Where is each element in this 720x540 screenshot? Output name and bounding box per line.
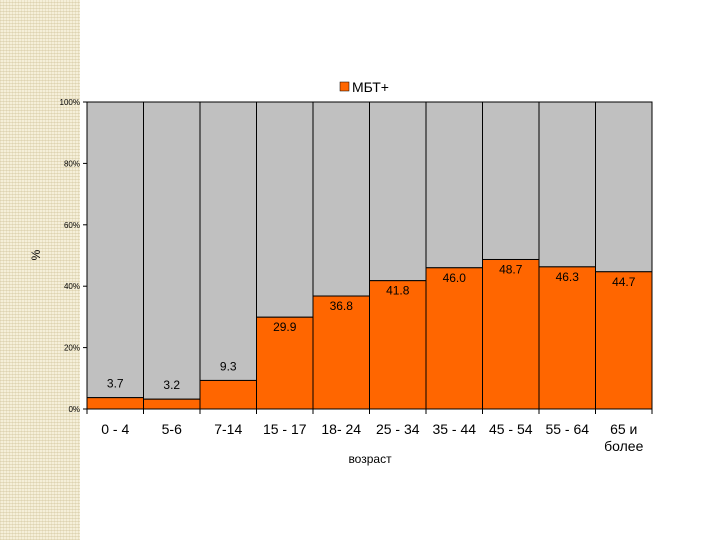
data-label: 3.7 [107,377,124,391]
data-label: 44.7 [612,275,636,289]
data-label: 48.7 [499,262,523,276]
x-axis-label: возраст [348,452,392,466]
x-tick-label: 35 - 44 [432,421,476,437]
bar-remainder [482,101,540,260]
bar-mbt [538,266,596,410]
data-label: 46.0 [443,271,467,285]
bar-remainder [86,101,144,399]
y-tick-label: 100% [60,98,80,107]
bar-mbt [482,258,540,410]
bar-mbt [369,280,427,410]
y-tick-label: 20% [64,344,80,353]
y-tick-label: 80% [64,159,80,168]
y-axis-label: % [29,249,43,260]
bar-remainder [425,101,483,269]
legend-label-mbt: МБТ+ [352,79,389,95]
bar-remainder [199,101,257,381]
bar-mbt [199,379,257,410]
data-label: 36.8 [330,299,354,313]
data-label: 46.3 [556,270,580,284]
bar-remainder [595,101,653,273]
x-tick-label: 45 - 54 [489,421,533,437]
data-label: 3.2 [163,378,180,392]
x-tick-label: 15 - 17 [263,421,307,437]
x-tick-label: 18- 24 [321,421,361,437]
bar-remainder [538,101,596,268]
bar-mbt [595,271,653,410]
x-tick-label: 7-14 [214,421,242,437]
data-label: 41.8 [386,284,410,298]
data-label: 9.3 [220,359,237,373]
data-label: 29.9 [273,320,297,334]
bar-remainder [256,101,314,318]
bar-remainder [143,101,201,400]
y-tick-label: 60% [64,221,80,230]
y-tick-label: 40% [64,282,80,291]
x-tick-label: 25 - 34 [376,421,420,437]
bar-mbt [143,398,201,410]
x-tick-label: 55 - 64 [545,421,589,437]
bar-mbt [86,397,144,410]
x-tick-label: 65 и более [604,421,643,454]
bar-remainder [369,101,427,282]
bar-remainder [312,101,370,297]
legend-swatch-mbt [339,81,350,92]
bar-mbt [425,267,483,410]
x-tick-label: 0 - 4 [101,421,129,437]
decorative-side-strip [0,0,80,540]
x-tick-label: 5-6 [162,421,182,437]
y-tick-label: 0% [68,405,80,414]
